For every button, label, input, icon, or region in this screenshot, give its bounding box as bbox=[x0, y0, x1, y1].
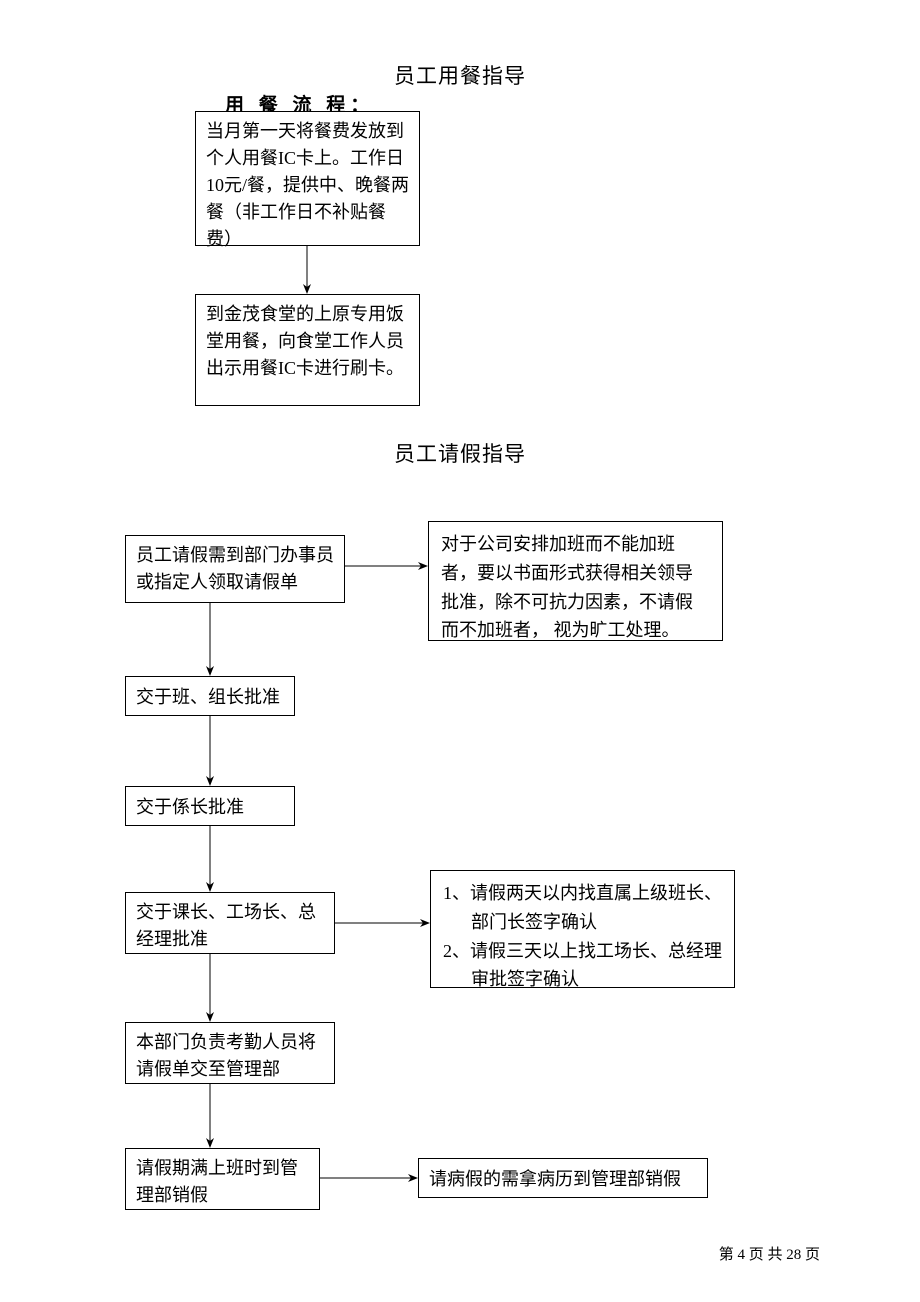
footer-suffix: 页 bbox=[805, 1247, 820, 1263]
section1-title: 员工用餐指导 bbox=[0, 60, 920, 90]
s2-node-1: 员工请假需到部门办事员或指定人领取请假单 bbox=[125, 535, 345, 603]
s2-note-2-line2: 2、请假三天以上找工场长、总经理审批签字确认 bbox=[471, 937, 722, 995]
s2-note-1: 对于公司安排加班而不能加班者，要以书面形式获得相关领导批准，除不可抗力因素，不请… bbox=[428, 521, 723, 641]
flowchart-arrows bbox=[0, 0, 920, 1302]
footer-total: 28 bbox=[786, 1247, 801, 1263]
s1-node-1: 当月第一天将餐费发放到个人用餐IC卡上。工作日10元/餐，提供中、晚餐两餐（非工… bbox=[195, 111, 420, 246]
s1-node-2: 到金茂食堂的上原专用饭堂用餐，向食堂工作人员出示用餐IC卡进行刷卡。 bbox=[195, 294, 420, 406]
footer-current: 4 bbox=[737, 1247, 745, 1263]
footer-prefix: 第 bbox=[719, 1247, 734, 1263]
page-footer: 第 4 页 共 28 页 bbox=[719, 1243, 820, 1264]
s2-node-6: 请假期满上班时到管理部销假 bbox=[125, 1148, 320, 1210]
footer-mid: 页 共 bbox=[749, 1247, 783, 1263]
s2-node-5: 本部门负责考勤人员将请假单交至管理部 bbox=[125, 1022, 335, 1084]
section2-title: 员工请假指导 bbox=[0, 438, 920, 468]
s2-note-2: 1、请假两天以内找直属上级班长、部门长签字确认 2、请假三天以上找工场长、总经理… bbox=[430, 870, 735, 988]
s2-node-2: 交于班、组长批准 bbox=[125, 676, 295, 716]
s2-node-4: 交于课长、工场长、总经理批准 bbox=[125, 892, 335, 954]
s2-note-2-line1: 1、请假两天以内找直属上级班长、部门长签字确认 bbox=[471, 879, 722, 937]
s2-note-3: 请病假的需拿病历到管理部销假 bbox=[418, 1158, 708, 1198]
s2-node-3: 交于係长批准 bbox=[125, 786, 295, 826]
